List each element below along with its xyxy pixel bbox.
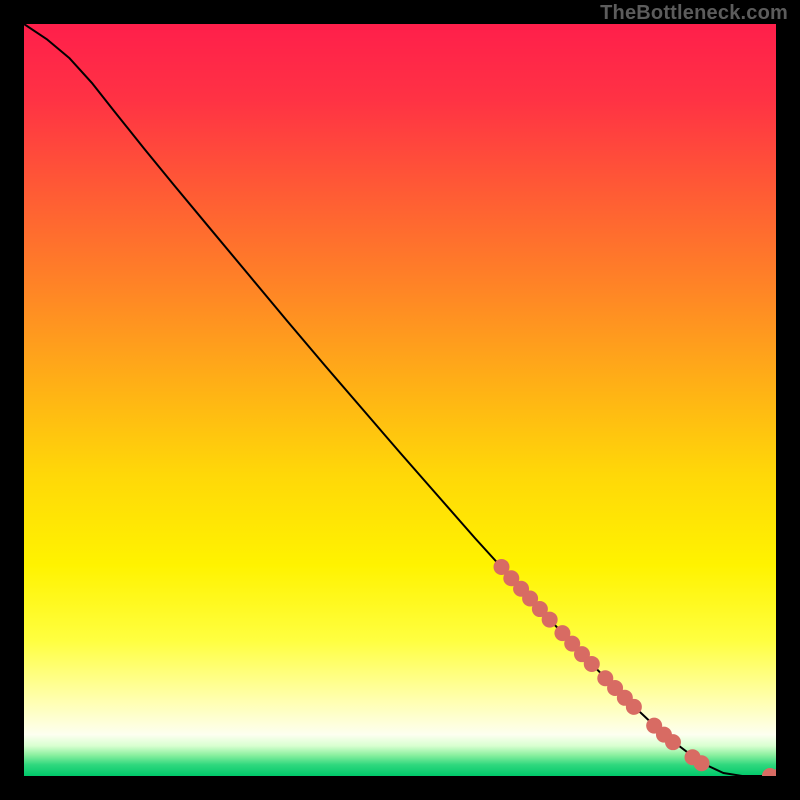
data-point: [584, 656, 600, 672]
chart-frame: TheBottleneck.com: [0, 0, 800, 800]
chart-plot: [24, 24, 776, 776]
gradient-background: [24, 24, 776, 776]
data-point: [665, 734, 681, 750]
chart-svg: [24, 24, 776, 776]
data-point: [694, 755, 710, 771]
data-point: [626, 699, 642, 715]
data-point: [542, 612, 558, 628]
watermark-text: TheBottleneck.com: [600, 2, 788, 25]
